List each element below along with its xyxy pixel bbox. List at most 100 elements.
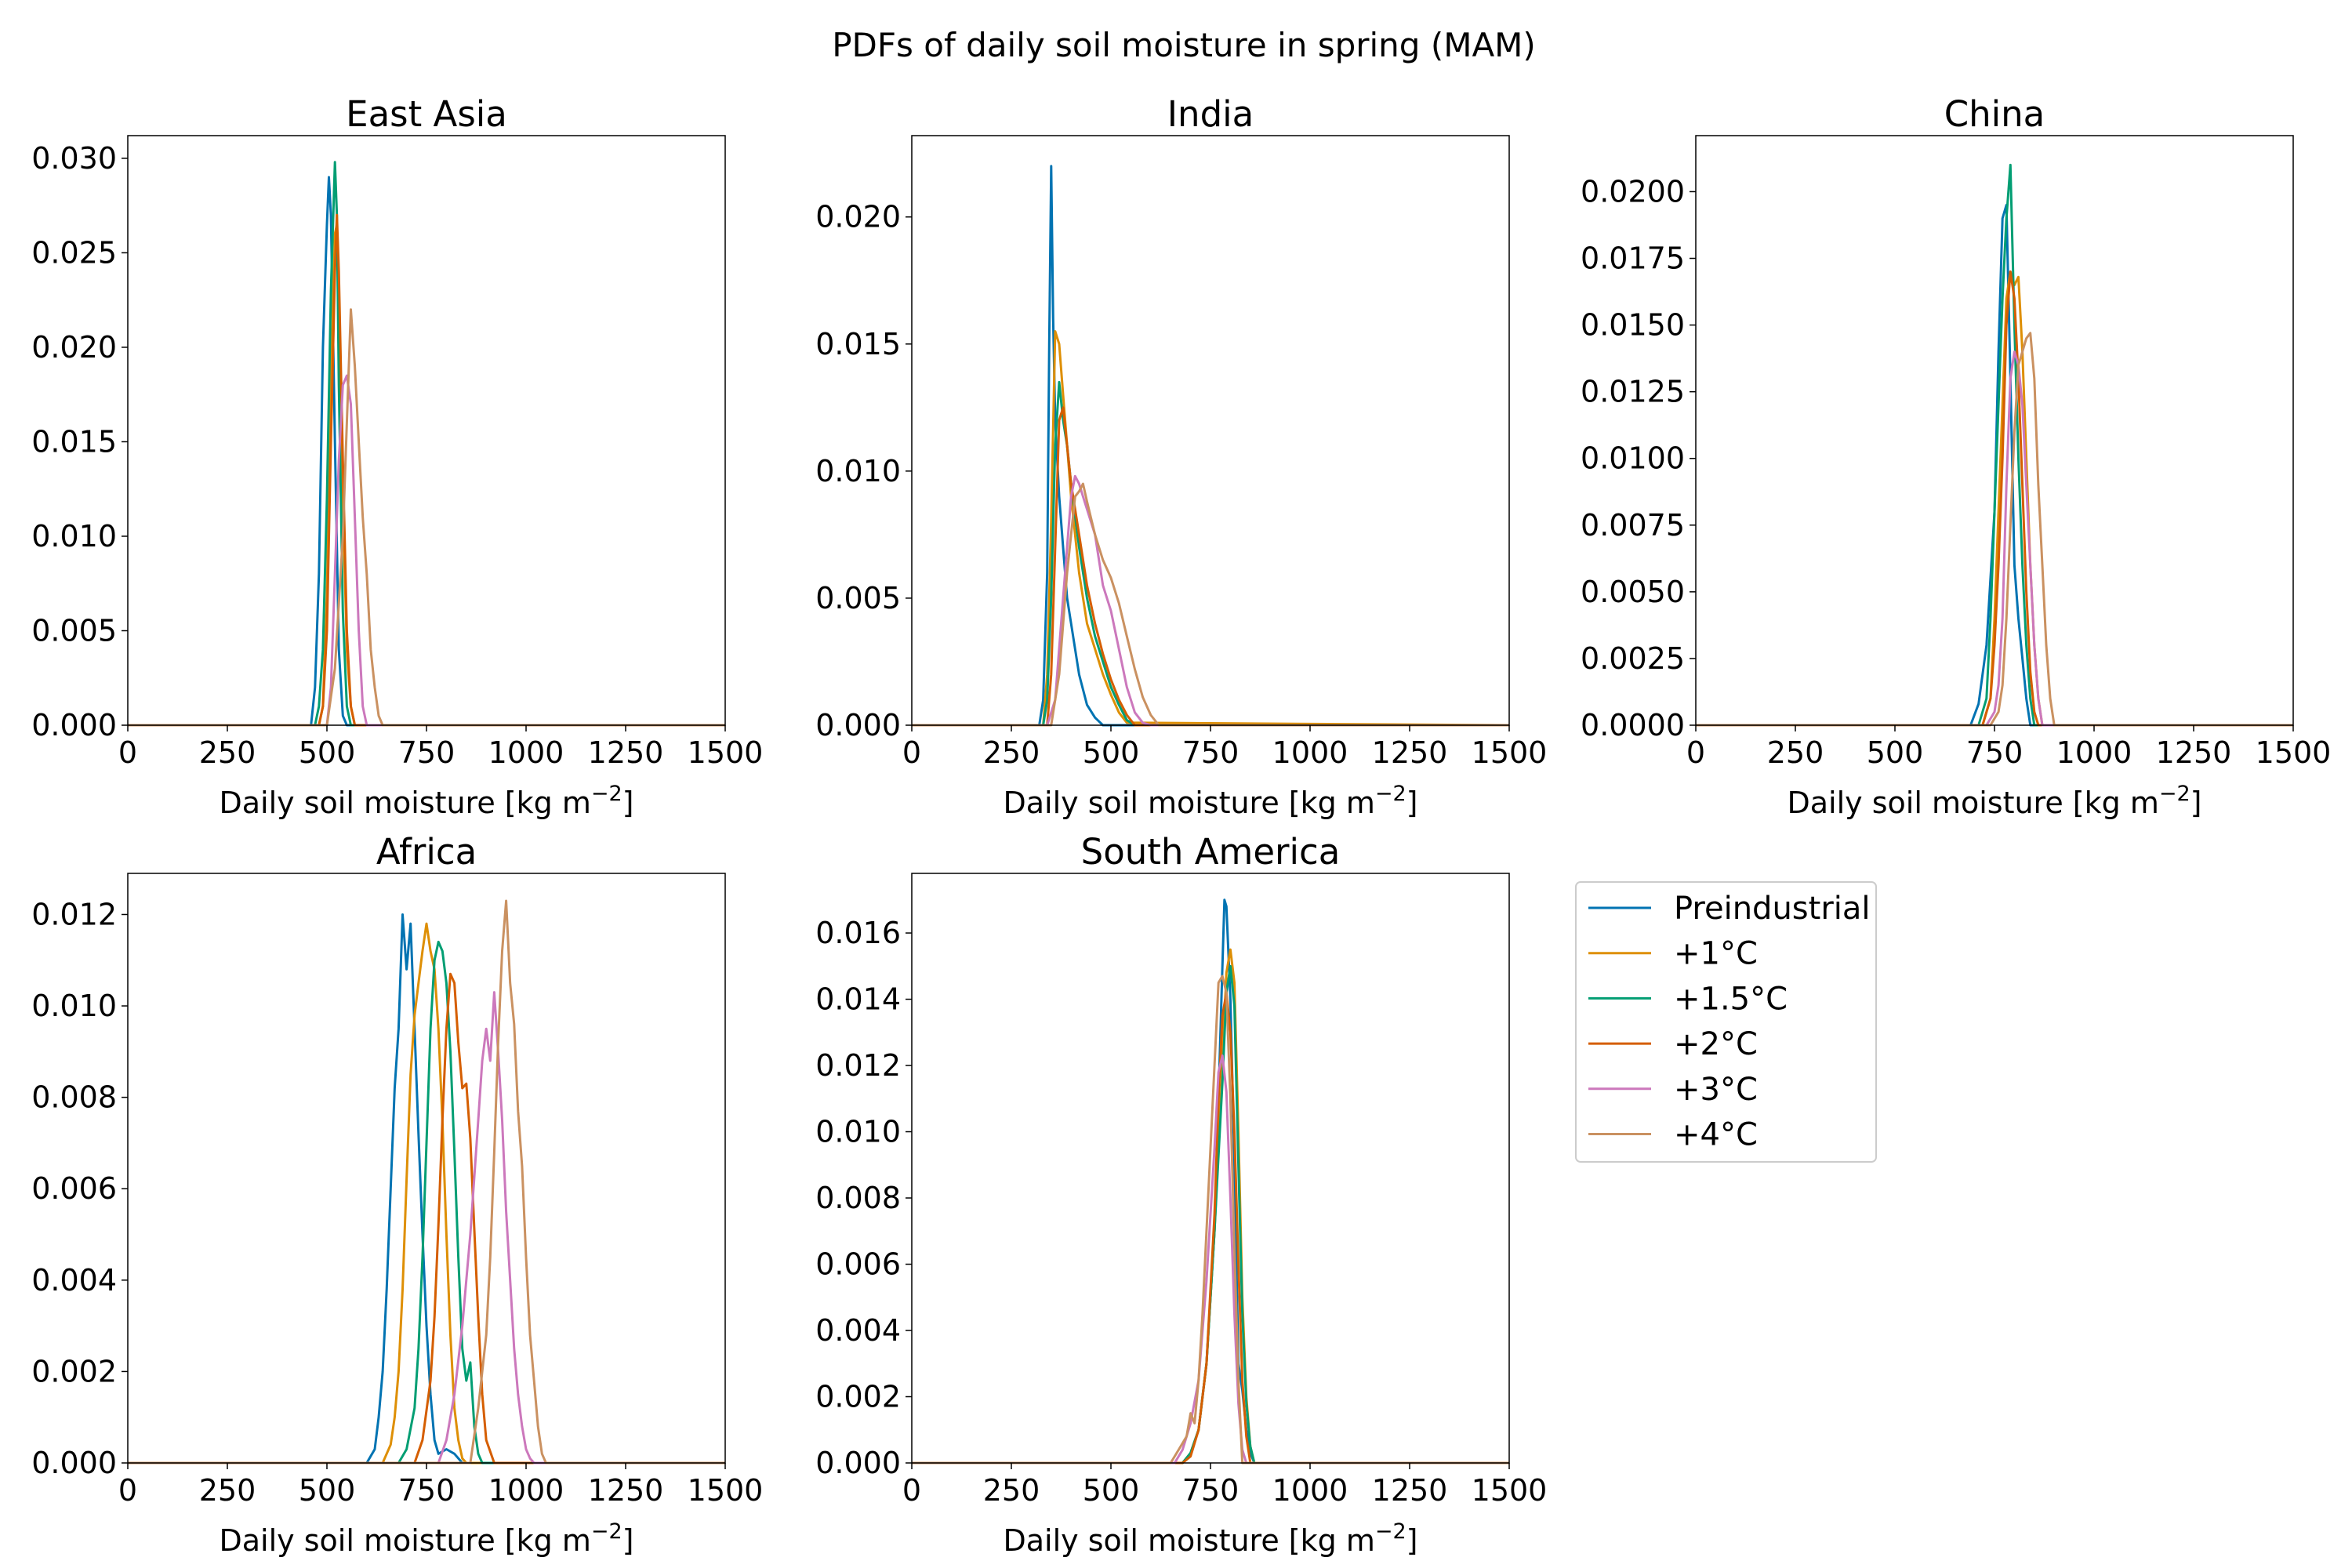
x-tick-label: 0 — [118, 735, 137, 770]
series-line-3-c-africa — [128, 991, 725, 1465]
series-line-1-5-c-africa — [128, 940, 725, 1465]
legend-label: +2°C — [1674, 1026, 1758, 1062]
x-tick-label: 750 — [1182, 735, 1240, 770]
x-tick-label: 750 — [398, 735, 456, 770]
series-line-preindustrial-india — [912, 165, 1509, 727]
x-axis-label-superscript: −2 — [591, 1519, 622, 1544]
x-axis-label-suffix: ] — [622, 1523, 634, 1558]
x-tick-label: 1000 — [1272, 1473, 1348, 1508]
legend-item-1-5-c: +1.5°C — [1588, 981, 1788, 1017]
panel-india: India 0 250 500 750 1000 1250 1500 0.000 0.005 0.0… — [815, 93, 1547, 820]
y-tick-label: 0.0000 — [1581, 708, 1685, 742]
panel-title: India — [1167, 93, 1254, 135]
x-axis-label: Daily soil moisture [kg m−2] — [1787, 782, 2201, 820]
x-tick-label: 1250 — [2156, 735, 2232, 770]
series-line-1-5-c-china — [1696, 163, 2293, 727]
legend-label: +1.5°C — [1674, 981, 1788, 1017]
x-tick-label: 1250 — [588, 1473, 664, 1508]
y-tick-label: 0.004 — [815, 1313, 901, 1348]
series-line-2-c-south-america — [912, 991, 1509, 1465]
series-line-4-c-east-asia — [128, 308, 725, 727]
x-tick-label: 0 — [902, 1473, 921, 1508]
y-tick-label: 0.004 — [31, 1263, 117, 1298]
x-tick-label: 1250 — [588, 735, 664, 770]
x-tick-label: 250 — [199, 1473, 256, 1508]
y-tick-label: 0.006 — [815, 1247, 901, 1282]
x-tick-label: 250 — [1767, 735, 1824, 770]
y-tick-label: 0.012 — [31, 897, 117, 931]
panels: East Asia 0 250 500 750 1000 1250 1500 0.000 0.00… — [31, 93, 2331, 1558]
x-axis-label-superscript: −2 — [1375, 782, 1406, 806]
x-axis-label: Daily soil moisture [kg m−2] — [1003, 782, 1417, 820]
y-tick-label: 0.000 — [31, 708, 117, 742]
y-tick-label: 0.005 — [31, 613, 117, 648]
x-tick-label: 250 — [983, 735, 1040, 770]
x-axis-label-prefix: Daily soil moisture [kg m — [1003, 1523, 1374, 1558]
y-tick-label: 0.0050 — [1581, 575, 1685, 609]
x-tick-label: 250 — [983, 1473, 1040, 1508]
y-tick-label: 0.008 — [815, 1181, 901, 1215]
y-tick-label: 0.002 — [31, 1354, 117, 1388]
y-tick-label: 0.015 — [815, 327, 901, 361]
y-tick-label: 0.016 — [815, 916, 901, 950]
x-tick-label: 0 — [1686, 735, 1705, 770]
x-tick-label: 1250 — [1372, 735, 1448, 770]
y-tick-label: 0.010 — [815, 454, 901, 488]
legend: Preindustrial +1°C +1.5°C +2°C +3°C +4°C — [1575, 881, 1877, 1163]
series-line-2-c-china — [1696, 270, 2293, 727]
x-axis-label-suffix: ] — [2190, 786, 2202, 820]
panel-africa: Africa 0 250 500 750 1000 1250 1500 0.000 0.002 0.… — [31, 831, 763, 1558]
series-line-4-c-india — [912, 482, 1509, 727]
x-tick-label: 500 — [1867, 735, 1924, 770]
legend-item-3-c: +3°C — [1588, 1072, 1758, 1108]
y-tick-label: 0.012 — [815, 1048, 901, 1083]
series-line-4-c-south-america — [912, 975, 1509, 1465]
y-tick-label: 0.008 — [31, 1080, 117, 1115]
x-axis-label: Daily soil moisture [kg m−2] — [219, 782, 633, 820]
y-tick-label: 0.000 — [815, 1446, 901, 1480]
y-tick-label: 0.005 — [815, 581, 901, 615]
series-line-4-c-africa — [128, 899, 725, 1465]
y-tick-label: 0.002 — [815, 1380, 901, 1414]
panel-south-america: South America 0 250 500 750 1000 1250 1500 0.000… — [815, 831, 1547, 1558]
panel-east-asia: East Asia 0 250 500 750 1000 1250 1500 0.000 0.00… — [31, 93, 763, 820]
x-axis-label-suffix: ] — [1406, 1523, 1418, 1558]
y-tick-label: 0.006 — [31, 1171, 117, 1206]
x-axis-label-suffix: ] — [622, 786, 634, 820]
x-axis-label-prefix: Daily soil moisture [kg m — [219, 786, 590, 820]
y-tick-label: 0.010 — [815, 1115, 901, 1149]
legend-item-4-c: +4°C — [1588, 1117, 1758, 1153]
x-tick-label: 1000 — [488, 1473, 564, 1508]
y-tick-label: 0.0075 — [1581, 508, 1685, 543]
panel-china: China 0 250 500 750 1000 1250 1500 0.0000 0.0025 0… — [1581, 93, 2331, 820]
y-tick-label: 0.030 — [31, 141, 117, 176]
y-tick-label: 0.020 — [31, 330, 117, 365]
x-tick-label: 500 — [1083, 1473, 1140, 1508]
y-tick-label: 0.0150 — [1581, 308, 1685, 343]
x-tick-label: 500 — [299, 1473, 356, 1508]
x-tick-label: 1500 — [1472, 735, 1548, 770]
x-tick-label: 750 — [1966, 735, 2024, 770]
y-tick-label: 0.0200 — [1581, 174, 1685, 209]
legend-item-1-c: +1°C — [1588, 936, 1758, 972]
y-tick-label: 0.010 — [31, 989, 117, 1023]
figure-title: PDFs of daily soil moisture in spring (M… — [832, 26, 1536, 64]
series-line-preindustrial-east-asia — [128, 176, 725, 727]
y-tick-label: 0.0025 — [1581, 641, 1685, 676]
y-tick-label: 0.025 — [31, 235, 117, 270]
y-tick-label: 0.0175 — [1581, 241, 1685, 276]
x-axis-label-suffix: ] — [1406, 786, 1418, 820]
series-line-2-c-india — [912, 406, 1509, 727]
x-tick-label: 1500 — [1472, 1473, 1548, 1508]
x-tick-label: 750 — [1182, 1473, 1240, 1508]
x-tick-label: 250 — [199, 735, 256, 770]
legend-label: Preindustrial — [1674, 891, 1871, 927]
series-line-3-c-east-asia — [128, 374, 725, 727]
panel-title: East Asia — [346, 93, 507, 135]
series-line-2-c-east-asia — [128, 213, 725, 727]
x-axis-label: Daily soil moisture [kg m−2] — [1003, 1519, 1417, 1558]
legend-label: +1°C — [1674, 936, 1758, 972]
legend-label: +3°C — [1674, 1072, 1758, 1108]
